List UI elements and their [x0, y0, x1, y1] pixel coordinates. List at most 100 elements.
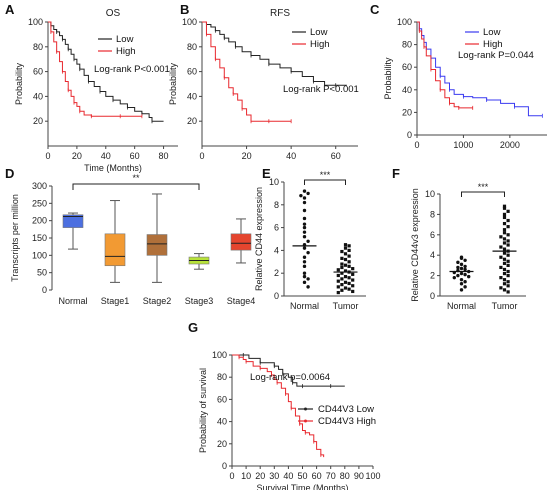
panel-g-ytick-label: 0 [222, 461, 227, 471]
panel-b-ytick-label: 80 [187, 42, 197, 52]
panel-a-series-low-line [48, 21, 164, 122]
panel-f-data-point [459, 282, 464, 286]
panel-e-data-point [340, 256, 344, 260]
panel-e-ytick-label: 4 [274, 245, 279, 255]
panel-f-ylabel: Relative CD44v3 expression [410, 188, 420, 302]
panel-e-data-point [343, 275, 348, 279]
panel-a-legend-label: High [116, 46, 136, 57]
panel-g-xtick-label: 70 [326, 471, 336, 481]
panel-e-data-point [302, 274, 307, 279]
panel-g-label: G [188, 320, 198, 335]
panel-e-data-point [306, 250, 310, 255]
panel-g-xtick-label: 60 [312, 471, 322, 481]
panel-e-data-point [302, 222, 307, 226]
panel-f-data-point [463, 267, 467, 272]
panel-g-xtick-label: 80 [340, 471, 350, 481]
panel-e-data-point [302, 235, 307, 239]
panel-f-ytick-label: 2 [430, 271, 435, 281]
panel-d-category-label: Stage2 [143, 296, 172, 306]
panel-e-data-point [343, 243, 348, 247]
panel-e-data-point [336, 268, 340, 272]
panel-e-data-point [302, 196, 307, 200]
panel-f-data-point [502, 212, 507, 216]
panel-e-ytick-label: 10 [269, 177, 279, 187]
panel-f-data-point [502, 251, 507, 255]
panel-e-data-point [347, 254, 351, 258]
panel-e-label: E [262, 166, 271, 181]
panel-e-significance-bracket [304, 179, 346, 185]
panel-d-category-label: Normal [58, 296, 87, 306]
panel-g-xlabel: Survival Time (Months) [256, 483, 348, 490]
panel-b-series-high-line [202, 21, 292, 122]
panel-c-legend-label: High [483, 39, 503, 50]
panel-a-ytick-label: 40 [33, 91, 43, 101]
panel-g-xtick-label: 90 [354, 471, 364, 481]
panel-f-data-point [502, 204, 507, 208]
panel-f-data-point [502, 228, 507, 232]
panel-a-ytick-label: 60 [33, 67, 43, 77]
panel-f-data-point [506, 269, 510, 274]
panel-g-legend-label: CD44V3 High [318, 416, 376, 427]
panel-a-xtick-label: 0 [45, 151, 50, 161]
panel-f-data-point [467, 274, 471, 279]
panel-f-data-point [506, 243, 510, 247]
panel-f-data-point [506, 253, 510, 257]
panel-d-box-normal [62, 214, 84, 228]
panel-f-data-point [502, 271, 507, 276]
panel-e-data-point [343, 269, 348, 273]
panel-e-data-point [302, 230, 307, 234]
panel-f-significance-bracket [461, 191, 505, 197]
panel-d-label: D [5, 166, 14, 181]
panel-b-annotation: Log-rank P<0.001 [283, 84, 359, 95]
panel-f-ytick-label: 8 [430, 209, 435, 219]
panel-c-ytick-label: 100 [397, 17, 412, 27]
panel-e-data-point [351, 289, 355, 294]
panel-e-data-point [302, 246, 307, 250]
panel-b-ytick-label: 60 [187, 67, 197, 77]
panel-c-ytick-label: 20 [402, 107, 412, 117]
panel-g-ytick-label: 20 [217, 439, 227, 449]
panel-a-annotation: Log-rank P<0.001 [94, 64, 170, 75]
panel-f-data-point [502, 221, 507, 226]
panel-e-data-point [347, 281, 351, 286]
panel-e-data-point [347, 276, 351, 280]
panel-f-data-point [502, 241, 507, 245]
panel-e-category-label: Tumor [333, 301, 359, 311]
panel-d-ytick-label: 250 [32, 198, 47, 208]
panel-e-significance-label: *** [320, 170, 331, 180]
panel-f-data-point [502, 257, 507, 261]
panel-f-data-point [499, 286, 503, 290]
panel-a-title: OS [106, 8, 121, 19]
panel-a-xtick-label: 60 [130, 151, 140, 161]
panel-g-xtick-label: 40 [283, 471, 293, 481]
panel-e-ytick-label: 0 [274, 291, 279, 301]
panel-f-data-point [463, 264, 467, 269]
panel-e-data-point [340, 249, 344, 254]
panel-f-data-point [456, 265, 460, 270]
panel-d-box-stage4 [230, 233, 252, 251]
panel-f-data-point [459, 288, 464, 292]
panel-g-xtick-label: 0 [229, 471, 234, 481]
panel-f-data-point [459, 256, 464, 260]
panel-f-data-point [502, 282, 507, 286]
panel-d-significance-bracket [72, 183, 200, 190]
panel-c-legend-label: Low [483, 27, 501, 38]
panel-e-data-point [302, 264, 307, 269]
panel-d-ytick-label: 300 [32, 181, 47, 191]
panel-f-data-point [459, 271, 464, 276]
panel-e-data-point [299, 193, 303, 198]
panel-b-label: B [180, 2, 189, 17]
panel-g-ylabel: Probability of survival [198, 368, 208, 453]
panel-e-data-point [340, 283, 344, 287]
panel-e-data-point [340, 265, 344, 270]
panel-a-ylabel: Probability [14, 62, 24, 105]
panel-a-xtick-label: 20 [72, 151, 82, 161]
panel-f-data-point [452, 275, 456, 280]
panel-f-category-label: Tumor [492, 301, 518, 311]
panel-g-ytick-label: 60 [217, 394, 227, 404]
panel-f-data-point [506, 239, 510, 243]
panel-f-data-point [502, 278, 507, 282]
panel-b-xtick-label: 40 [286, 151, 296, 161]
panel-b-title: RFS [270, 8, 290, 19]
